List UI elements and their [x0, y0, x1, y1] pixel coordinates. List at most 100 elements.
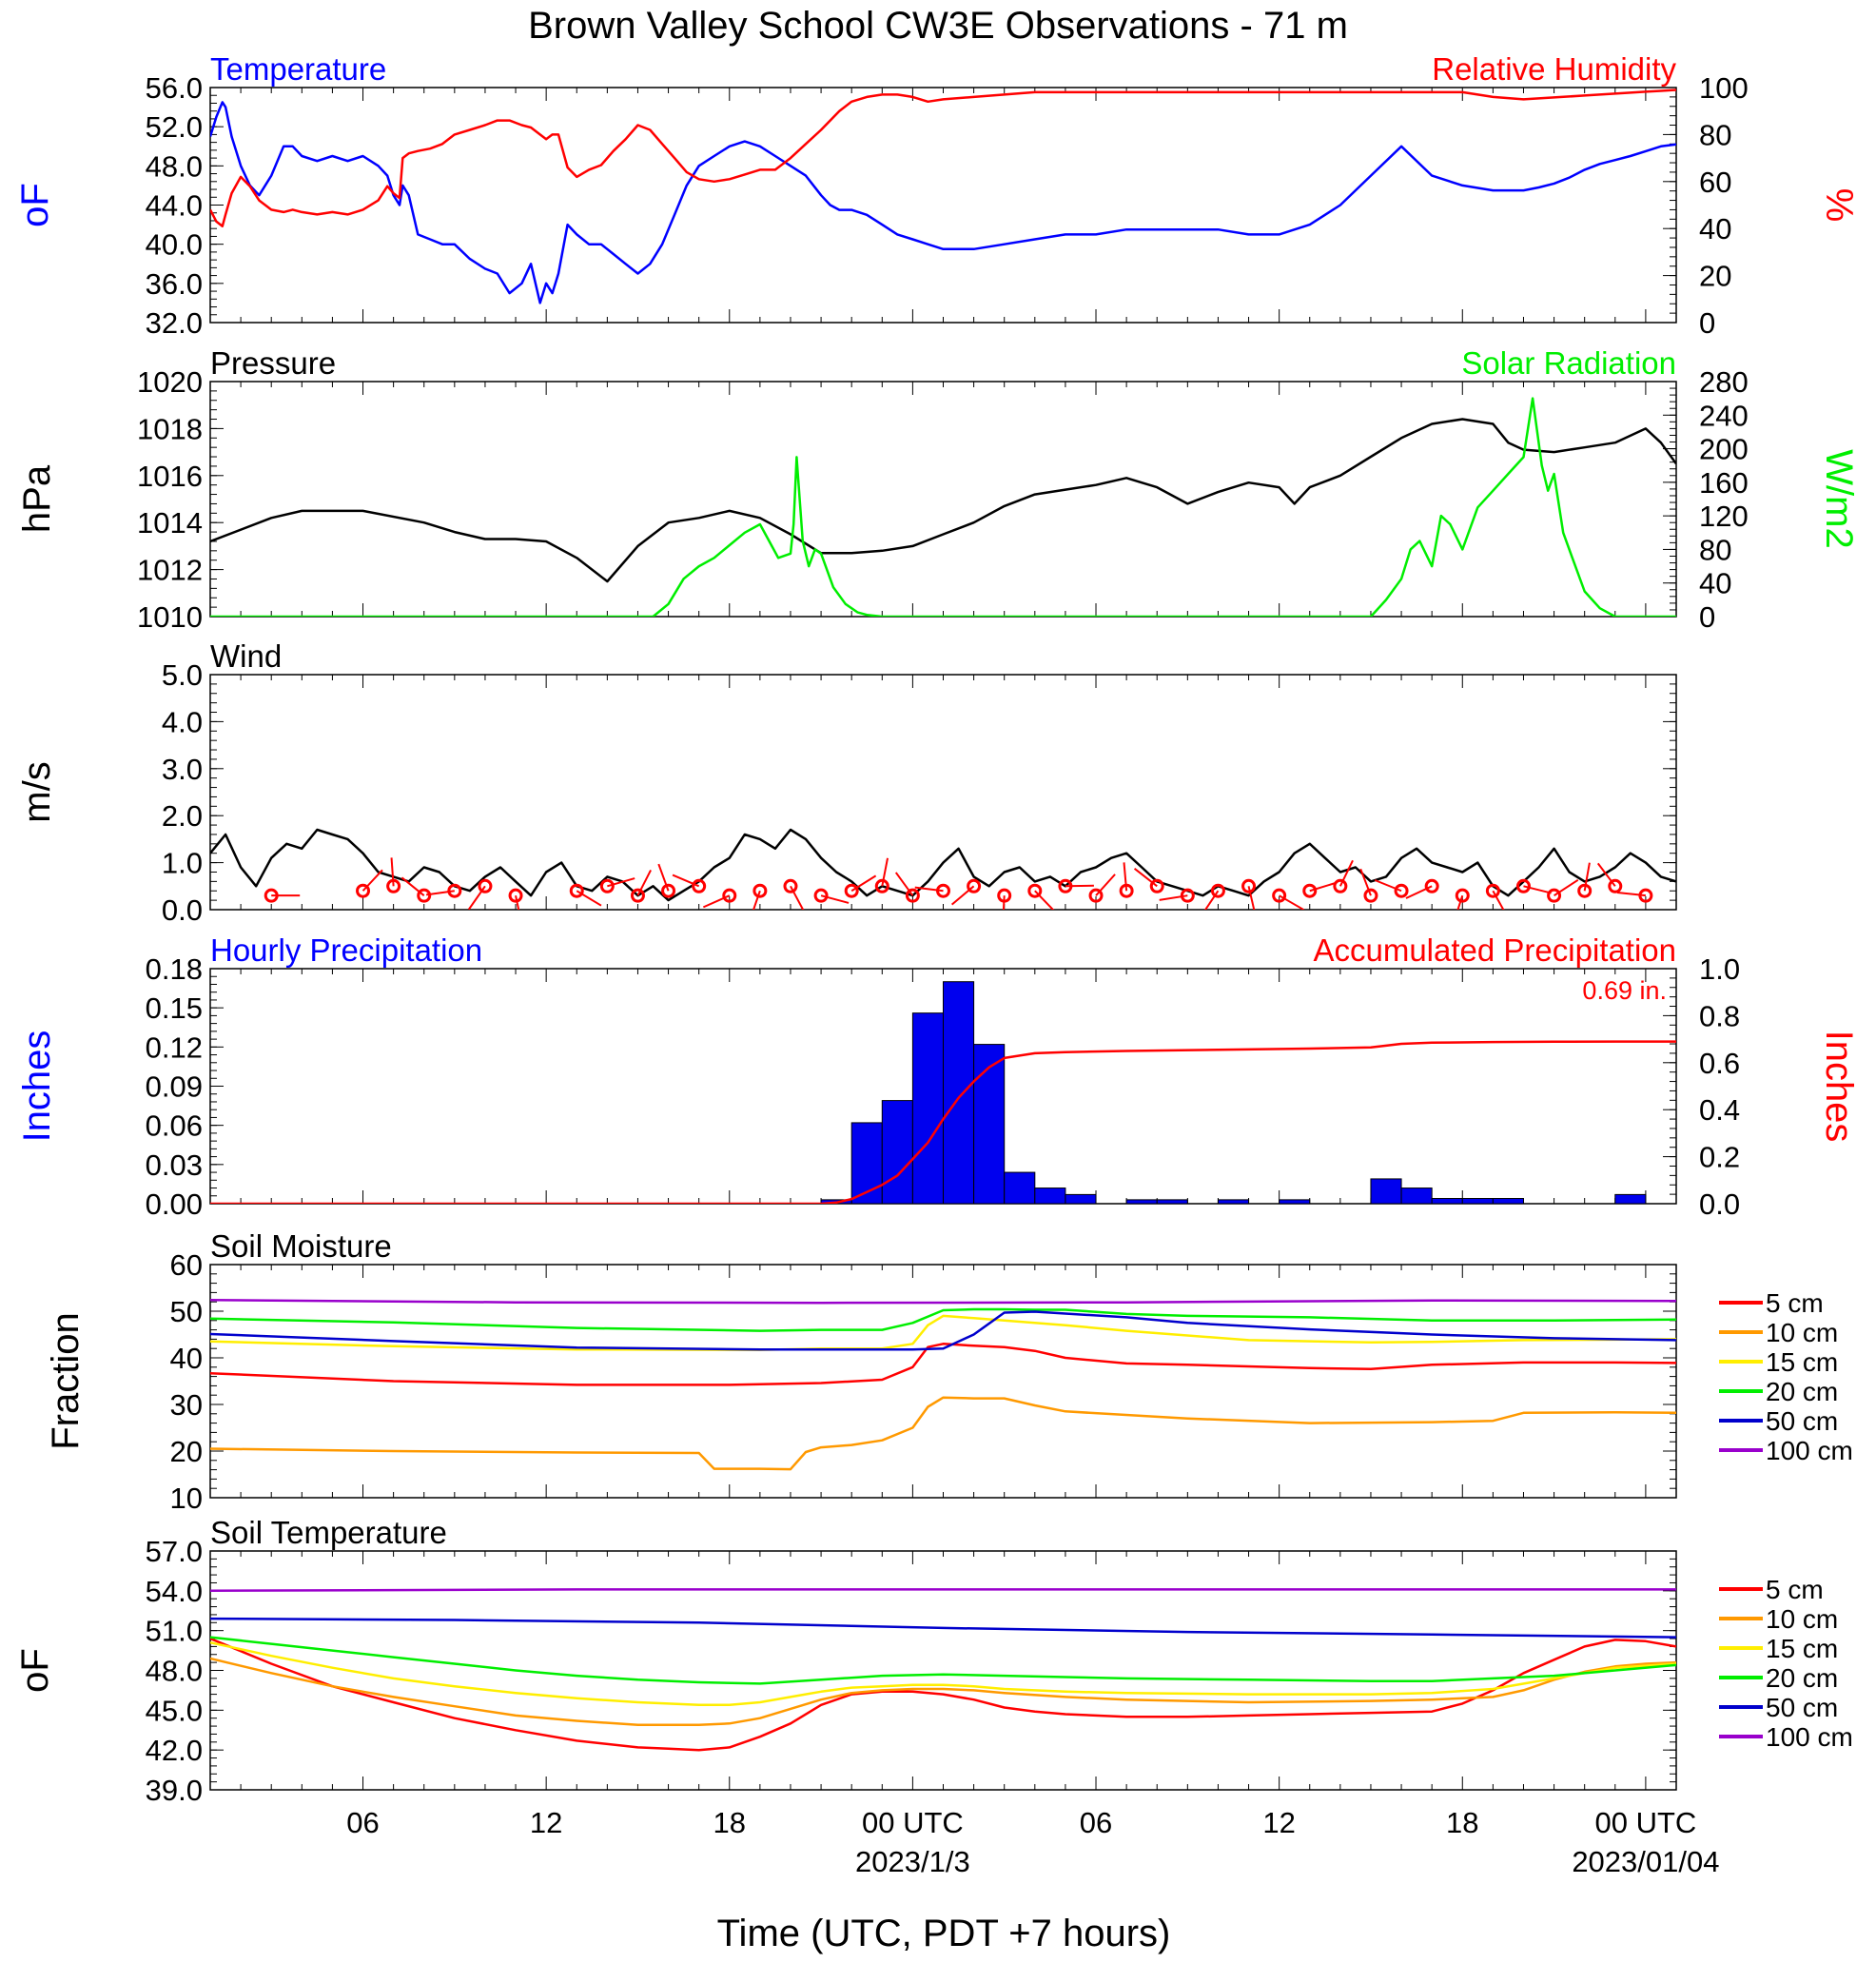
series-line-5-cm — [210, 1637, 1676, 1752]
y-tick-label: 0.12 — [146, 1031, 203, 1064]
y-axis-title-left: Fraction — [45, 1312, 87, 1450]
y2-tick-label: 0.0 — [1699, 1188, 1740, 1221]
precip-bar — [1614, 1193, 1647, 1204]
wind-direction-shaft — [702, 894, 731, 909]
precip-bar — [973, 1044, 1006, 1204]
plot-area — [210, 828, 1676, 910]
y2-tick-label: 20 — [1699, 260, 1731, 293]
wind-direction-shaft — [1554, 879, 1579, 897]
y-tick-label: 51.0 — [146, 1615, 203, 1648]
wind-direction-shaft — [1133, 868, 1158, 888]
precip-bar — [1370, 1178, 1402, 1204]
wind-direction-marker — [967, 878, 982, 893]
y-tick-label: 30 — [170, 1388, 203, 1422]
wind-direction-shaft — [1583, 862, 1591, 892]
wind-direction-marker — [783, 878, 798, 893]
wind-direction-marker — [1241, 878, 1257, 893]
x-tick-label: 00 UTC — [862, 1806, 964, 1839]
wind-direction-marker — [356, 883, 371, 898]
legend-label: 15 cm — [1766, 1347, 1838, 1377]
series-line-accumulated-precipitation — [210, 1040, 1676, 1204]
wind-direction-shaft — [1596, 862, 1616, 887]
wind-direction-shaft — [1456, 894, 1464, 910]
y2-tick-label: 0.8 — [1699, 999, 1740, 1032]
legend-label: 10 cm — [1766, 1318, 1838, 1347]
y-axis-title-left: oF — [14, 1648, 56, 1693]
precip-bar — [1065, 1193, 1097, 1204]
series-line-50-cm — [210, 1617, 1676, 1639]
wind-direction-shaft — [362, 869, 383, 892]
y-tick-label: 40 — [170, 1342, 203, 1375]
y-tick-label: 1020 — [137, 365, 203, 399]
y-tick-label: 42.0 — [146, 1734, 203, 1767]
y-tick-label: 40.0 — [146, 228, 203, 262]
y-tick-label: 5.0 — [162, 658, 203, 692]
wind-direction-shaft — [950, 885, 975, 906]
y-tick-label: 44.0 — [146, 189, 203, 223]
series-line-temperature — [210, 101, 1676, 304]
y-axis-title-left: hPa — [16, 464, 58, 533]
wind-direction-shaft — [820, 894, 850, 904]
y-tick-label: 1010 — [137, 600, 203, 634]
y2-tick-label: 0.6 — [1699, 1047, 1740, 1080]
wind-direction-shaft — [1095, 874, 1116, 896]
wind-direction-shaft — [390, 857, 395, 887]
y-tick-label: 3.0 — [162, 753, 203, 786]
precip-bar — [911, 1012, 944, 1204]
precip-bar — [1400, 1188, 1433, 1204]
y2-tick-label: 160 — [1699, 466, 1749, 500]
legend-label: 50 cm — [1766, 1693, 1838, 1722]
plot-area — [210, 88, 1676, 304]
wind-direction-shaft — [467, 885, 486, 910]
wind-direction-marker — [1485, 883, 1500, 898]
wind-direction-shaft — [1247, 886, 1256, 910]
legend-label: 20 cm — [1766, 1663, 1838, 1693]
wind-direction-marker — [722, 888, 737, 903]
legend-label: 5 cm — [1766, 1575, 1824, 1604]
y-tick-label: 39.0 — [146, 1774, 203, 1807]
panel-title-right: Relative Humidity — [1432, 51, 1676, 87]
x-tick-label: 06 — [1080, 1806, 1112, 1839]
y-tick-label: 0.03 — [146, 1148, 203, 1182]
y-tick-label: 32.0 — [146, 306, 203, 340]
wind-direction-shaft — [1374, 879, 1402, 893]
y-tick-label: 1012 — [137, 554, 203, 587]
wind-direction-shaft — [1279, 894, 1305, 910]
wind-direction-shaft — [1405, 885, 1433, 899]
wind-direction-shaft — [752, 890, 761, 910]
x-tick-label: 12 — [530, 1806, 562, 1839]
panel-title-left: Temperature — [210, 51, 386, 87]
wind-direction-shaft — [576, 890, 602, 907]
y-tick-label: 48.0 — [146, 149, 203, 183]
precip-bar — [881, 1100, 913, 1204]
y-tick-label: 10 — [170, 1482, 203, 1515]
legend-label: 50 cm — [1766, 1406, 1838, 1436]
y-tick-label: 36.0 — [146, 267, 203, 301]
panel-title-left: Hourly Precipitation — [210, 932, 482, 968]
wind-direction-marker — [1333, 878, 1348, 893]
panel-4: 0.00 0.03 0.06 0.09 0.12 0.15 0.18 0.0 0.2 0.4 0.6… — [16, 932, 1860, 1221]
series-line-5-cm — [210, 1343, 1676, 1386]
y-axis-title-right: % — [1818, 188, 1860, 223]
y-tick-label: 48.0 — [146, 1655, 203, 1688]
y2-tick-label: 0.4 — [1699, 1093, 1740, 1127]
y-axis-title-right: Inches — [1818, 1031, 1860, 1143]
y-tick-label: 1018 — [137, 412, 203, 445]
y2-tick-label: 1.0 — [1699, 952, 1740, 986]
precip-bar — [1279, 1199, 1311, 1204]
wind-direction-marker — [1515, 878, 1531, 893]
wind-direction-marker — [1272, 888, 1287, 903]
precip-bar — [1004, 1171, 1036, 1204]
y-tick-label: 45.0 — [146, 1694, 203, 1727]
y-tick-label: 4.0 — [162, 705, 203, 738]
legend-label: 10 cm — [1766, 1604, 1838, 1634]
plot-frame — [209, 87, 1677, 324]
wind-direction-marker — [1455, 888, 1470, 903]
y-tick-label: 60 — [170, 1248, 203, 1282]
legend-label: 5 cm — [1766, 1288, 1824, 1318]
y2-tick-label: 60 — [1699, 166, 1731, 199]
wind-direction-marker — [874, 878, 889, 893]
y2-tick-label: 280 — [1699, 365, 1749, 399]
plot-area — [210, 397, 1676, 617]
